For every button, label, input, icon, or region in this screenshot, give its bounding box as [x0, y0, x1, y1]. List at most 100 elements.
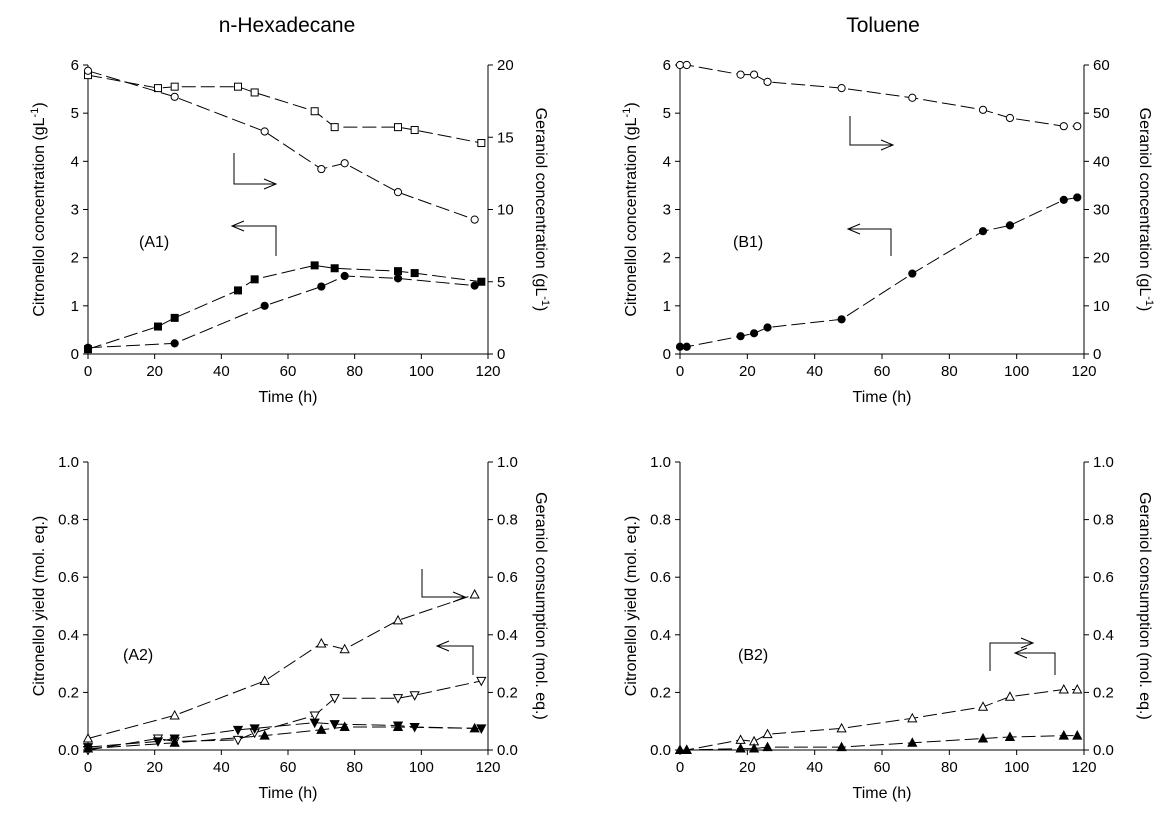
pointer-arrow-head-0	[263, 178, 278, 190]
data-point-circle-open-5	[837, 84, 846, 93]
data-point-square-filled-3	[234, 286, 242, 295]
data-point-circle-filled-4	[340, 271, 349, 281]
y-left-axis-label: Citronellol yield (mol. eq.)	[31, 516, 48, 697]
data-point-triangle-down-filled-1	[152, 737, 164, 747]
y-left-tick-label: 4	[71, 153, 79, 170]
y-left-axis-label: Citronellol yield (mol. eq.)	[623, 516, 640, 697]
y-right-tick-label: 0.4	[1093, 627, 1114, 644]
data-point-square-filled-7	[394, 267, 402, 276]
data-point-triangle-down-open-7	[392, 694, 404, 704]
data-point-triangle-down-open-9	[476, 676, 487, 687]
y-left-tick-label: 0.2	[650, 684, 671, 701]
pointer-arrow-line-0	[421, 569, 465, 598]
data-point-circle-open-6	[470, 215, 479, 224]
x-tick-label: 40	[213, 759, 230, 776]
data-point-circle-filled-9	[1059, 195, 1068, 204]
y-right-tick-label: 0.2	[1093, 684, 1114, 701]
x-tick-label: 0	[676, 759, 684, 776]
y-left-tick-label: 1	[663, 298, 671, 315]
y-right-tick-label: 60	[1093, 57, 1110, 74]
pointer-arrow-line-1	[437, 645, 474, 675]
y-left-tick-label: 6	[663, 57, 671, 74]
x-tick-label: 80	[346, 363, 363, 380]
y-right-tick-label: 0.2	[497, 684, 518, 701]
data-point-square-open-7	[394, 123, 402, 132]
data-point-circle-open-4	[763, 77, 772, 86]
data-point-triangle-up-open-5	[392, 614, 404, 625]
y-left-tick-label: 0.2	[58, 684, 79, 701]
data-point-triangle-up-filled-3	[748, 743, 760, 753]
y-right-tick-label: 20	[497, 57, 514, 74]
data-point-triangle-down-filled-9	[476, 724, 487, 734]
data-point-square-open-1	[154, 84, 162, 93]
panel-label: (A1)	[139, 234, 169, 251]
data-point-square-filled-6	[330, 264, 339, 273]
y-right-tick-label: 30	[1093, 202, 1110, 219]
data-point-circle-open-6	[908, 93, 917, 102]
data-point-square-open-6	[330, 123, 339, 132]
data-point-triangle-down-filled-3	[232, 725, 244, 736]
y-left-axis-label: Citronellol concentration (gL-1)	[621, 102, 640, 316]
y-left-tick-label: 0.8	[58, 512, 79, 529]
y-right-tick-label: 10	[1093, 298, 1110, 315]
data-point-triangle-up-open-2	[259, 675, 270, 685]
y-right-axis-label: Geraniol concentration (gL-1)	[1136, 108, 1155, 312]
x-tick-label: 120	[475, 759, 500, 776]
data-point-circle-open-9	[1059, 122, 1068, 131]
x-tick-label: 80	[941, 759, 958, 776]
series-line-triangle-up-open	[87, 594, 475, 739]
data-point-circle-filled-0	[83, 343, 93, 352]
x-tick-label: 100	[409, 759, 434, 776]
series-line-square-open	[87, 74, 482, 144]
data-point-triangle-up-open-6	[469, 588, 480, 599]
data-point-circle-open-0	[675, 60, 685, 70]
x-tick-label: 0	[676, 363, 684, 380]
data-point-triangle-up-open-5	[836, 722, 847, 733]
data-point-circle-open-1	[682, 60, 691, 70]
series-line-triangle-up-filled	[87, 726, 475, 750]
data-point-circle-filled-5	[837, 315, 846, 324]
data-point-triangle-up-filled-5	[392, 721, 404, 731]
data-point-square-filled-2	[170, 313, 179, 322]
y-right-tick-label: 0.6	[1093, 569, 1114, 586]
y-left-tick-label: 0.6	[650, 569, 671, 586]
pointer-arrow-head-1	[1013, 647, 1028, 659]
x-tick-label: 20	[146, 363, 163, 380]
data-point-circle-open-8	[1005, 113, 1015, 123]
y-right-tick-label: 0	[1093, 346, 1101, 363]
x-axis-label: Time (h)	[259, 389, 318, 406]
data-point-circle-filled-1	[170, 339, 179, 348]
data-point-triangle-down-open-3	[232, 735, 244, 746]
data-point-triangle-up-filled-9	[1058, 730, 1069, 740]
pointer-arrow-line-1	[848, 228, 892, 256]
y-right-axis-label: Geraniol concentration (gL-1)	[532, 108, 551, 312]
data-point-triangle-up-open-4	[762, 728, 773, 739]
panel-label: (A2)	[123, 647, 153, 664]
pointer-arrow-head-1	[846, 223, 861, 235]
data-point-circle-filled-10	[1073, 193, 1082, 202]
x-tick-label: 40	[806, 759, 823, 776]
x-tick-label: 0	[84, 363, 92, 380]
data-point-circle-open-3	[749, 70, 759, 79]
data-point-circle-filled-7	[978, 227, 988, 236]
pointer-arrow-line-1	[1015, 652, 1056, 675]
pointer-arrow-line-0	[989, 642, 1033, 671]
data-point-triangle-down-filled-5	[309, 718, 320, 729]
series-line-triangle-down-open	[87, 680, 482, 751]
y-right-axis-label: Geraniol consumption (mol. eq.)	[532, 492, 549, 720]
pointer-arrow-line-0	[233, 153, 276, 185]
data-point-triangle-up-open-4	[339, 643, 350, 654]
data-point-triangle-up-filled-3	[316, 724, 327, 734]
data-point-circle-filled-8	[1005, 221, 1015, 230]
y-left-tick-label: 0	[71, 346, 79, 363]
data-point-triangle-up-filled-6	[469, 722, 480, 733]
pointer-arrow-head-1	[435, 640, 450, 652]
pointer-arrow-head-1	[230, 220, 245, 232]
data-point-triangle-up-open-9	[1058, 683, 1069, 694]
data-point-circle-open-4	[340, 159, 349, 168]
y-right-tick-label: 0	[497, 346, 505, 363]
series-line-circle-filled	[680, 197, 1078, 348]
pointer-arrow-head-0	[880, 139, 895, 151]
data-point-circle-open-7	[978, 105, 988, 114]
data-point-square-open-9	[477, 139, 486, 148]
